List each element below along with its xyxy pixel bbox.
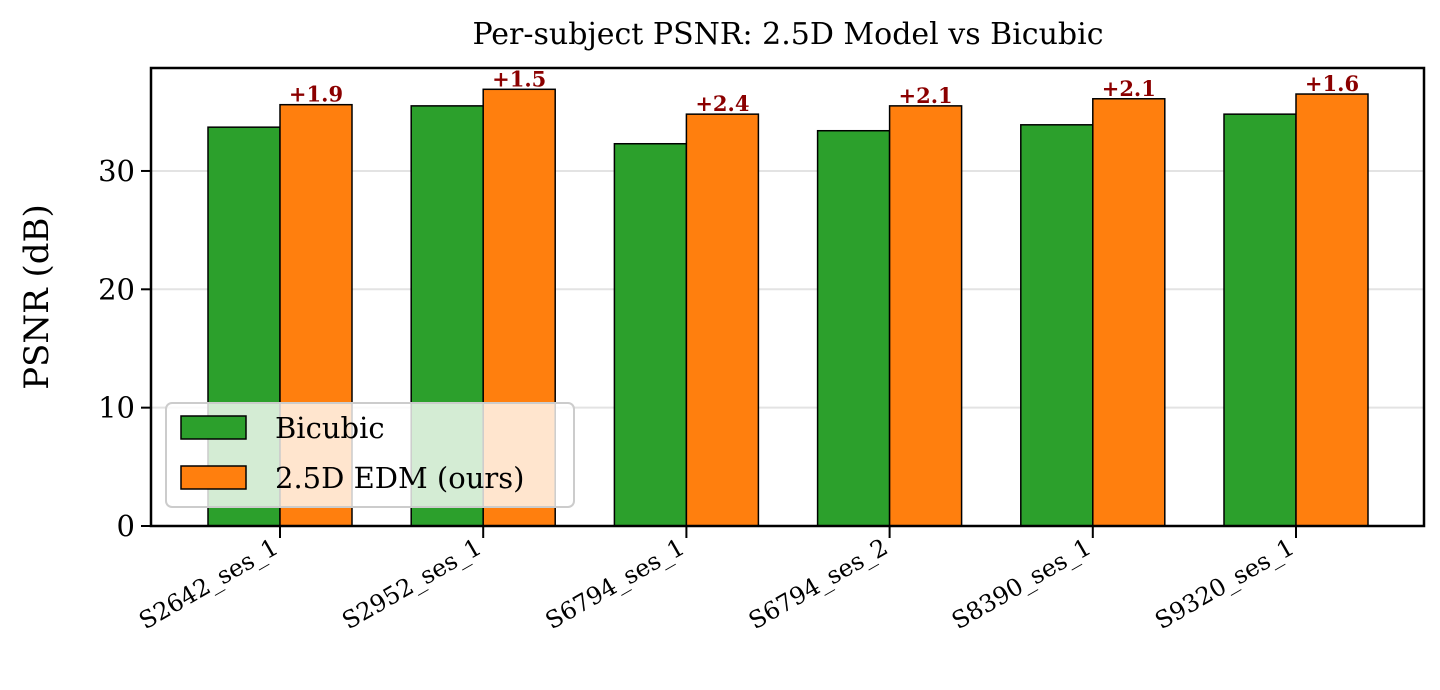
y-tick-label: 30 xyxy=(98,154,135,188)
bar-edm xyxy=(888,105,963,527)
legend-swatch-bicubic xyxy=(180,415,247,440)
bar-edm xyxy=(1295,93,1369,527)
x-tick-label: S6794_ses_1 xyxy=(541,533,690,635)
y-tick-label: 10 xyxy=(98,391,135,425)
annotations: +1.9 +1.5 +2.4 +2.1 +2.1 +1.6 xyxy=(289,66,1359,116)
bar-edm xyxy=(1092,98,1166,527)
data-label: +1.5 xyxy=(492,66,546,91)
data-label: +2.1 xyxy=(899,83,953,108)
legend-label-bicubic: Bicubic xyxy=(275,411,385,445)
x-tick-label: S9320_ses_1 xyxy=(1150,533,1299,635)
data-label: +1.6 xyxy=(1305,71,1359,96)
bar-edm xyxy=(685,113,760,527)
data-label: +1.9 xyxy=(289,82,343,107)
x-tick-label: S8390_ses_1 xyxy=(947,533,1096,635)
x-ticks: S2642_ses_1 S2952_ses_1 S6794_ses_1 S6794_s… xyxy=(134,526,1299,635)
x-tick-label: S6794_ses_2 xyxy=(744,533,893,635)
y-tick-label: 20 xyxy=(98,272,135,306)
y-axis-label: PSNR (dB) xyxy=(17,204,57,390)
plot-frame xyxy=(149,66,1426,528)
x-tick-label: S2952_ses_1 xyxy=(337,533,486,635)
legend-swatch-edm xyxy=(180,465,247,490)
bar-bicubic xyxy=(816,129,891,527)
y-ticks: 0 10 20 30 xyxy=(98,154,151,543)
legend-label-edm: 2.5D EDM (ours) xyxy=(275,461,524,495)
x-tick-label: S2642_ses_1 xyxy=(134,533,283,635)
y-tick-label: 0 xyxy=(117,509,135,543)
data-label: +2.4 xyxy=(695,91,749,116)
bar-bicubic xyxy=(1020,124,1094,527)
data-label: +2.1 xyxy=(1102,76,1156,101)
legend: Bicubic 2.5D EDM (ours) xyxy=(165,402,575,508)
bar-bicubic xyxy=(1223,113,1297,527)
bar-bicubic xyxy=(613,142,688,527)
chart-title: Per-subject PSNR: 2.5D Model vs Bicubic xyxy=(472,17,1103,52)
